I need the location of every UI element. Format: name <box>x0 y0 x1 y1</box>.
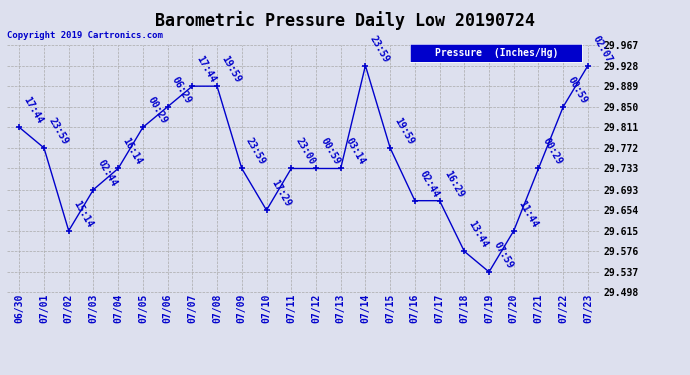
Text: 11:44: 11:44 <box>516 199 540 229</box>
Text: 17:44: 17:44 <box>22 95 45 126</box>
Text: 19:59: 19:59 <box>219 54 243 85</box>
Text: 23:00: 23:00 <box>294 136 317 167</box>
Text: 17:29: 17:29 <box>269 178 293 209</box>
Text: 17:44: 17:44 <box>195 54 218 85</box>
Text: 19:59: 19:59 <box>393 116 416 146</box>
Text: 07:59: 07:59 <box>491 240 515 270</box>
Text: 02:07: 02:07 <box>591 33 614 64</box>
Text: 02:44: 02:44 <box>417 169 441 199</box>
Text: 00:29: 00:29 <box>146 95 169 126</box>
Text: Copyright 2019 Cartronics.com: Copyright 2019 Cartronics.com <box>8 31 164 40</box>
Text: 03:14: 03:14 <box>343 136 366 167</box>
Text: 23:59: 23:59 <box>244 136 268 167</box>
Text: 02:44: 02:44 <box>96 158 119 188</box>
Text: 16:14: 16:14 <box>121 136 144 167</box>
Text: 06:29: 06:29 <box>170 75 193 105</box>
Text: 00:59: 00:59 <box>318 136 342 167</box>
Text: 00:59: 00:59 <box>566 75 589 105</box>
Text: 23:59: 23:59 <box>46 116 70 146</box>
Text: 00:29: 00:29 <box>541 136 564 167</box>
Text: 16:29: 16:29 <box>442 169 466 199</box>
Text: 15:14: 15:14 <box>71 199 95 229</box>
Text: 23:59: 23:59 <box>368 33 391 64</box>
Text: 13:44: 13:44 <box>466 219 490 250</box>
Text: Barometric Pressure Daily Low 20190724: Barometric Pressure Daily Low 20190724 <box>155 11 535 30</box>
